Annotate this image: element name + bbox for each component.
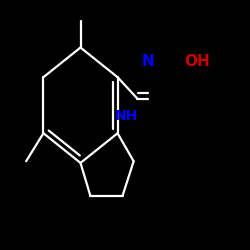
Text: N: N — [142, 54, 155, 70]
Text: NH: NH — [114, 109, 138, 123]
Text: OH: OH — [184, 54, 210, 70]
